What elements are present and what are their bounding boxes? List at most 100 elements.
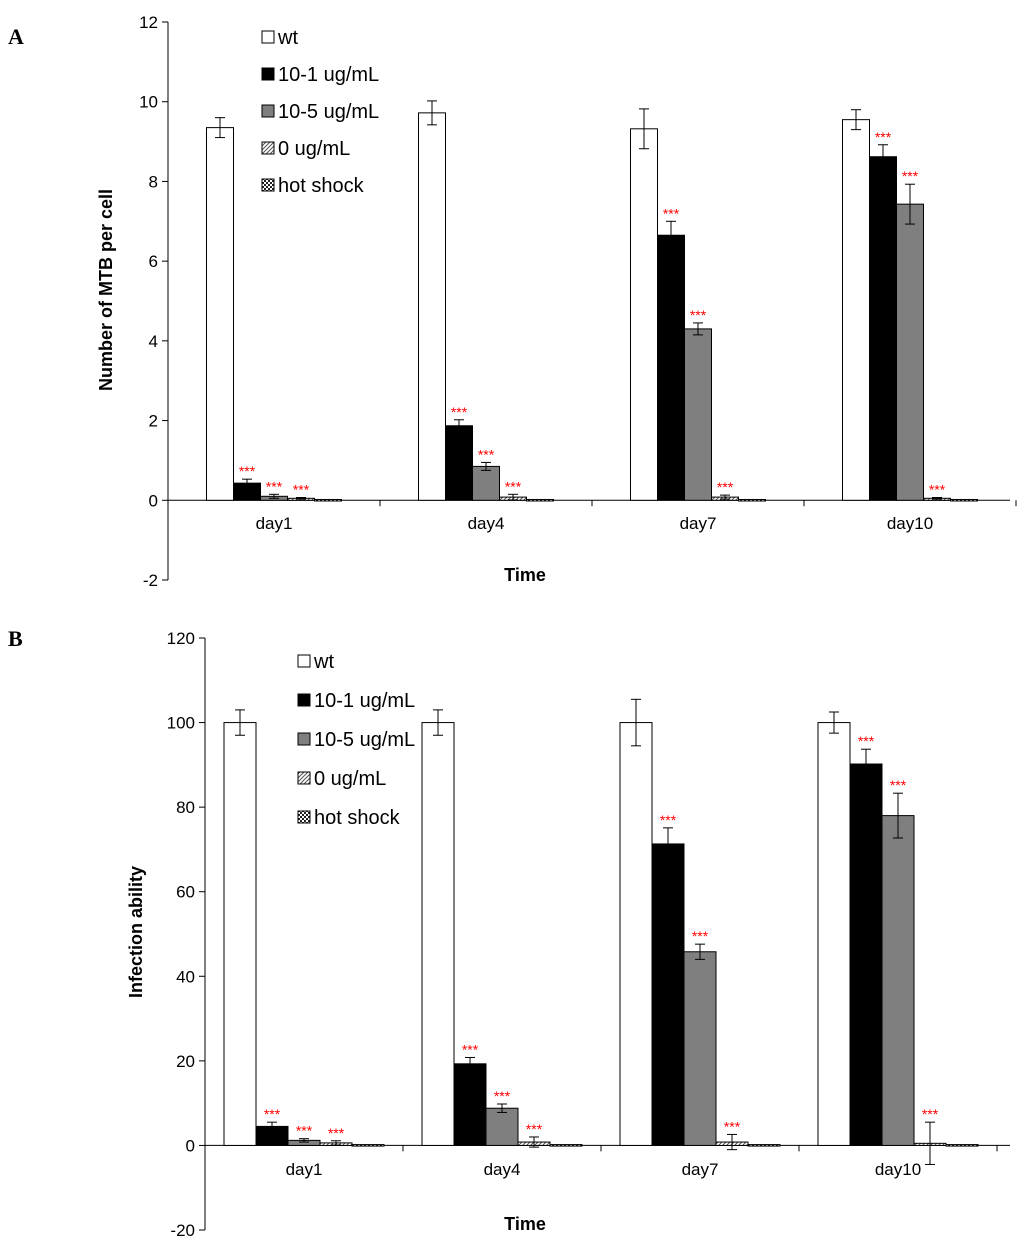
significance-marker: *** xyxy=(858,733,875,749)
bar xyxy=(526,498,554,502)
bar xyxy=(817,722,851,1146)
panel-label: A xyxy=(8,24,24,49)
legend-label: hot shock xyxy=(314,807,401,829)
significance-marker: *** xyxy=(890,777,907,793)
x-tick-label: day7 xyxy=(680,514,717,533)
bar xyxy=(945,1144,979,1147)
significance-marker: *** xyxy=(239,463,256,479)
bar xyxy=(421,722,455,1146)
significance-marker: *** xyxy=(494,1088,511,1104)
bar xyxy=(842,119,870,501)
bar xyxy=(881,815,915,1146)
bar xyxy=(630,128,658,501)
bar xyxy=(453,1063,487,1146)
y-tick-label: 6 xyxy=(149,252,158,271)
legend-swatch xyxy=(297,693,311,707)
x-tick-label: day1 xyxy=(286,1160,323,1179)
significance-marker: *** xyxy=(929,481,946,497)
y-tick-label: 0 xyxy=(149,491,158,510)
bar xyxy=(549,1144,583,1147)
x-tick-label: day1 xyxy=(256,514,293,533)
bar xyxy=(223,722,257,1146)
significance-marker: *** xyxy=(660,812,677,828)
legend-swatch xyxy=(297,810,311,824)
significance-marker: *** xyxy=(451,404,468,420)
bar xyxy=(684,328,712,501)
panel-b-chart: B Infection ability Time -20 0 20 40 60 80 100… xyxy=(8,626,1010,1240)
legend-swatch xyxy=(261,30,275,44)
x-tick-label: day4 xyxy=(484,1160,521,1179)
y-tick-label: 60 xyxy=(176,883,195,902)
y-tick-label: 0 xyxy=(186,1136,195,1155)
y-tick-label: -2 xyxy=(143,571,158,590)
legend-swatch xyxy=(261,178,275,192)
legend-swatch xyxy=(297,654,311,668)
bar xyxy=(418,112,446,501)
significance-marker: *** xyxy=(296,1123,313,1139)
legend-label: 0 ug/mL xyxy=(278,138,350,160)
legend-label: wt xyxy=(313,651,334,673)
y-tick-label: 10 xyxy=(139,93,158,112)
significance-marker: *** xyxy=(922,1106,939,1122)
y-tick-label: 100 xyxy=(167,714,195,733)
bar xyxy=(738,498,766,502)
x-tick-label: day4 xyxy=(468,514,505,533)
significance-marker: *** xyxy=(462,1041,479,1057)
bar xyxy=(619,722,653,1146)
x-tick-label: day10 xyxy=(887,514,933,533)
significance-marker: *** xyxy=(293,481,310,497)
significance-marker: *** xyxy=(526,1121,543,1137)
x-tick-label: day10 xyxy=(875,1160,921,1179)
y-tick-label: 2 xyxy=(149,412,158,431)
y-tick-label: 80 xyxy=(176,798,195,817)
significance-marker: *** xyxy=(264,1106,281,1122)
bar xyxy=(657,234,685,501)
bar xyxy=(651,843,685,1146)
significance-marker: *** xyxy=(478,446,495,462)
legend-label: 10-5 ug/mL xyxy=(278,101,379,123)
legend-label: hot shock xyxy=(278,175,365,197)
bar xyxy=(314,498,342,502)
y-tick-label: 20 xyxy=(176,1052,195,1071)
legend-label: 10-1 ug/mL xyxy=(278,64,379,86)
legend-label: 10-5 ug/mL xyxy=(314,729,415,751)
bar xyxy=(950,498,978,502)
legend-swatch xyxy=(297,771,311,785)
y-tick-label: 12 xyxy=(139,13,158,32)
y-tick-label: 4 xyxy=(149,332,158,351)
significance-marker: *** xyxy=(717,479,734,495)
bar xyxy=(896,203,924,501)
bar xyxy=(869,156,897,501)
significance-marker: *** xyxy=(328,1125,345,1141)
significance-marker: *** xyxy=(692,928,709,944)
y-tick-label: 40 xyxy=(176,967,195,986)
y-axis-label: Infection ability xyxy=(126,866,146,998)
legend-label: 0 ug/mL xyxy=(314,768,386,790)
significance-marker: *** xyxy=(266,478,283,494)
significance-marker: *** xyxy=(505,478,522,494)
legend-label: wt xyxy=(277,27,298,49)
bar xyxy=(206,127,234,501)
bar xyxy=(472,465,500,501)
x-axis-label: Time xyxy=(504,1214,546,1234)
bar xyxy=(747,1144,781,1147)
legend-swatch xyxy=(297,732,311,746)
x-axis-label: Time xyxy=(504,565,546,585)
x-tick-label: day7 xyxy=(682,1160,719,1179)
y-tick-label: -20 xyxy=(170,1221,195,1240)
panel-a-chart: A Number of MTB per cell Time -2 0 2 4 6 8 10 1… xyxy=(8,13,1017,590)
bar xyxy=(683,951,717,1146)
panel-label: B xyxy=(8,626,23,651)
bar xyxy=(445,425,473,501)
y-tick-label: 8 xyxy=(149,172,158,191)
legend-swatch xyxy=(261,104,275,118)
legend-swatch xyxy=(261,141,275,155)
legend-label: 10-1 ug/mL xyxy=(314,690,415,712)
significance-marker: *** xyxy=(875,129,892,145)
bar xyxy=(351,1144,385,1147)
legend-swatch xyxy=(261,67,275,81)
bar xyxy=(849,763,883,1146)
significance-marker: *** xyxy=(690,307,707,323)
y-tick-label: 120 xyxy=(167,629,195,648)
